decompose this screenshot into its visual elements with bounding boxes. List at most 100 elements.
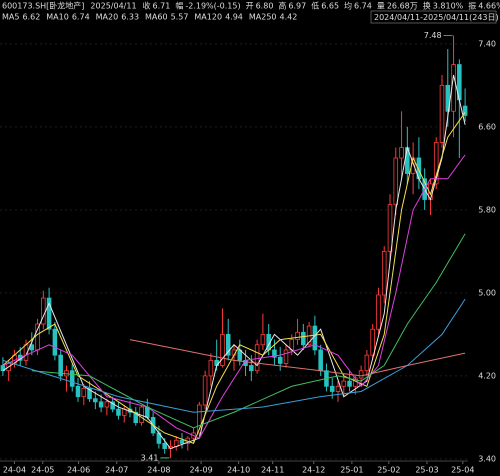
header-text: 6.62 bbox=[22, 13, 40, 22]
candle-body bbox=[433, 142, 439, 185]
header-text: MA10 bbox=[46, 13, 69, 22]
header-text: 6.33 bbox=[121, 13, 139, 22]
candle-body bbox=[220, 333, 225, 366]
candle-body bbox=[393, 157, 399, 206]
header-text: 4.66% bbox=[478, 2, 500, 11]
header-text: 4.42 bbox=[280, 13, 298, 22]
y-tick-label: 5.00 bbox=[478, 288, 496, 297]
header-text: 2025/04/11 bbox=[90, 2, 136, 11]
header-text: 6.71 bbox=[153, 2, 171, 11]
candle-body bbox=[87, 387, 92, 400]
header-text: 6.65 bbox=[321, 2, 339, 11]
candle-body bbox=[110, 401, 115, 410]
candle-body bbox=[93, 398, 98, 403]
candle-body bbox=[381, 250, 387, 296]
candle-body bbox=[399, 147, 404, 159]
header-text: 开 bbox=[246, 2, 254, 11]
header-text: 换 bbox=[423, 1, 431, 11]
header-text: 5.57 bbox=[171, 13, 189, 22]
header-text: -2.19%(-0.15) bbox=[185, 2, 240, 11]
x-tick-label: 25-02 bbox=[377, 466, 400, 475]
candle-body bbox=[35, 323, 40, 351]
candle-body bbox=[439, 84, 445, 143]
ma-line bbox=[2, 298, 466, 413]
high-label: 7.48 bbox=[424, 31, 442, 40]
header-text: 6.97 bbox=[288, 2, 306, 11]
range-box bbox=[370, 10, 497, 24]
candle-body bbox=[58, 354, 63, 377]
ma-line bbox=[2, 154, 466, 439]
candle-body bbox=[376, 294, 381, 330]
candle-body bbox=[318, 349, 323, 372]
x-tick-label: 24-06 bbox=[67, 466, 90, 475]
candle-body bbox=[272, 349, 277, 358]
candle-body bbox=[370, 328, 375, 356]
header-text: 幅 bbox=[175, 1, 183, 11]
ma-line bbox=[31, 233, 466, 429]
candle-body bbox=[75, 385, 81, 398]
candle-body bbox=[116, 408, 121, 416]
header-text: MA60 bbox=[145, 13, 168, 22]
y-tick-label: 6.60 bbox=[478, 122, 496, 131]
x-tick-label: 25-03 bbox=[415, 466, 438, 475]
y-tick-label: 7.40 bbox=[478, 39, 496, 48]
x-tick-label: 24-09 bbox=[189, 466, 212, 475]
candle-body bbox=[335, 385, 341, 392]
header-text: MA250 bbox=[249, 13, 277, 22]
range-label: 2024/04/11-2025/04/11(243日) bbox=[374, 13, 499, 22]
y-tick-label: 5.80 bbox=[478, 205, 496, 214]
candle-body bbox=[46, 297, 52, 330]
candle-body bbox=[104, 401, 110, 408]
candle-body bbox=[347, 380, 352, 387]
header-text: MA5 bbox=[2, 13, 19, 22]
x-tick-label: 24-12 bbox=[302, 466, 325, 475]
header-text: 6.74 bbox=[72, 13, 90, 22]
ma-line bbox=[129, 339, 466, 377]
candle-body bbox=[197, 404, 202, 434]
x-tick-label: 24-04 bbox=[3, 466, 26, 475]
x-tick-label: 24-08 bbox=[147, 466, 170, 475]
header-text: 高 bbox=[278, 1, 286, 11]
candle-body bbox=[387, 204, 393, 252]
candle-body bbox=[358, 370, 364, 379]
header-text: 收 bbox=[143, 1, 151, 11]
candle-body bbox=[364, 354, 370, 372]
candle-body bbox=[202, 375, 208, 406]
candle-body bbox=[69, 370, 75, 387]
x-tick-label: 24-07 bbox=[105, 466, 128, 475]
header-text: 量 bbox=[377, 2, 385, 11]
header-text: 26.68万 bbox=[387, 2, 418, 11]
y-tick-label: 4.20 bbox=[478, 371, 496, 380]
candle-body bbox=[52, 328, 58, 356]
candle-body bbox=[329, 385, 335, 392]
y-tick-label: 3.40 bbox=[478, 454, 496, 463]
candle-body bbox=[277, 356, 283, 364]
header-text: 6.80 bbox=[256, 2, 274, 11]
candle-body bbox=[208, 359, 214, 377]
candle-body bbox=[283, 349, 289, 364]
x-tick-label: 24-10 bbox=[227, 466, 250, 475]
candle-body bbox=[254, 344, 260, 372]
header-text: 振 bbox=[468, 1, 476, 11]
candle-body bbox=[295, 331, 300, 340]
x-tick-label: 24-05 bbox=[31, 466, 54, 475]
candle-body bbox=[133, 411, 139, 424]
candle-body bbox=[162, 442, 167, 449]
x-tick-label: 24-11 bbox=[261, 466, 284, 475]
x-tick-label: 25-01 bbox=[340, 466, 363, 475]
header-text: 低 bbox=[311, 1, 319, 11]
header-text: MA120 bbox=[194, 13, 222, 22]
candle-body bbox=[249, 365, 254, 372]
candle-body bbox=[225, 333, 231, 356]
header-text: 600173.SH[卧龙地产] bbox=[2, 1, 84, 11]
low-label: 3.41 bbox=[141, 453, 159, 462]
ma-line bbox=[2, 112, 466, 444]
candle-body bbox=[81, 387, 87, 398]
candle-body bbox=[312, 325, 318, 351]
header-text: 均 bbox=[344, 1, 352, 11]
header-text: 4.94 bbox=[225, 13, 243, 22]
header-text: 3.810% bbox=[433, 2, 464, 11]
header-text: 6.74 bbox=[354, 2, 372, 11]
